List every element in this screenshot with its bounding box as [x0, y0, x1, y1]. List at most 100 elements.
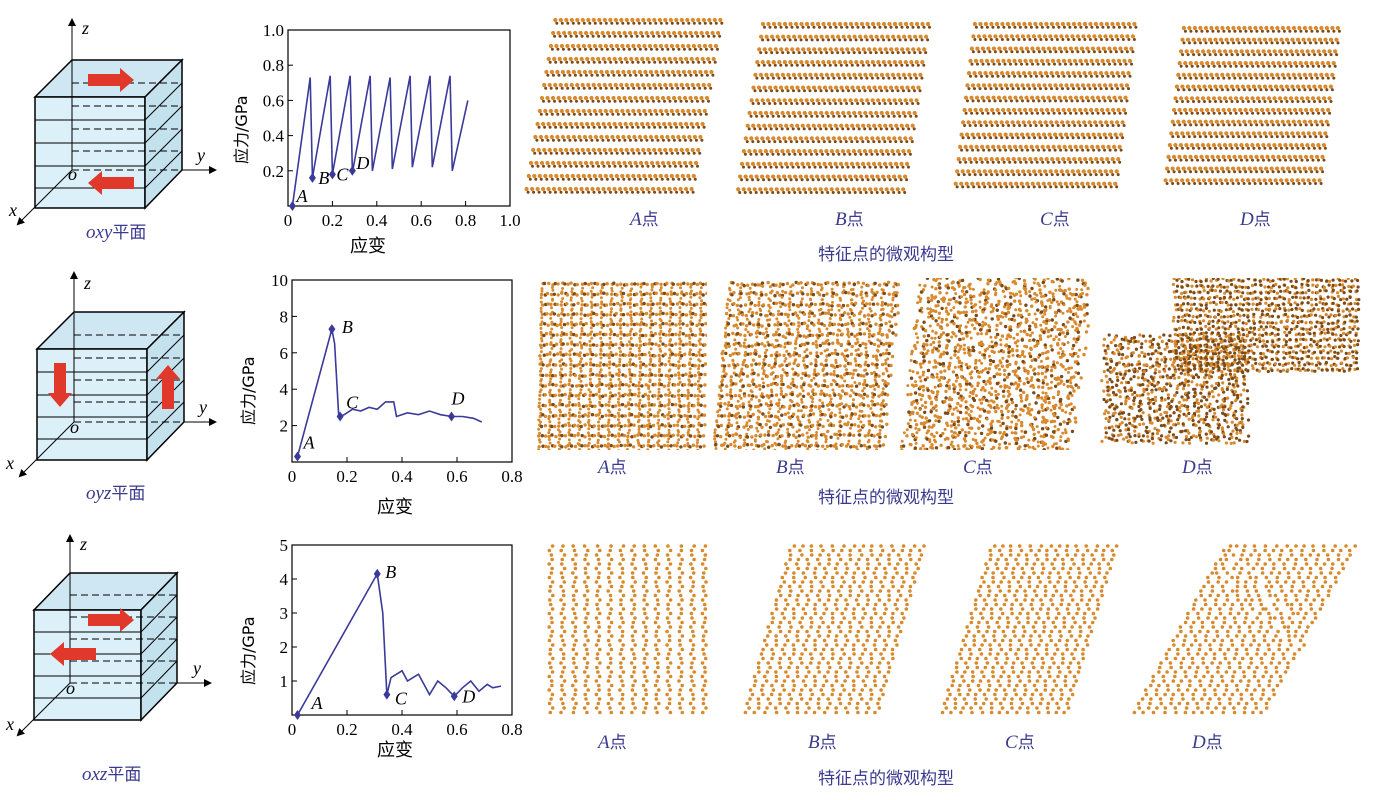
plot-frame — [291, 279, 513, 463]
cube-diagram-oxz: z y x o oxz平面 — [0, 530, 230, 795]
y-tick-label: 4 — [280, 570, 289, 589]
row-oxy: z y x o oxy平面 0 0.2 0.4 0.6 0.8 1.0 0.2 0.4 0.6 0… — [0, 0, 1375, 265]
plane-label-oyz: oyz平面 — [86, 483, 146, 504]
point-label-D: D — [461, 686, 475, 706]
panel-label-C: C点 — [963, 457, 993, 478]
y-tick-label: 10 — [271, 271, 288, 290]
micro-panel-B — [710, 280, 900, 450]
axis-x-label: x — [9, 200, 17, 220]
axis-z-label: z — [82, 18, 90, 38]
atom-cloud — [1100, 278, 1361, 445]
point-marker-D — [450, 691, 458, 702]
atom-cloud — [524, 17, 724, 194]
atom-cloud — [900, 278, 1090, 450]
x-tick-label: 0.2 — [336, 467, 357, 486]
stress-strain-chart-oxy: 0 0.2 0.4 0.6 0.8 1.0 0.2 0.4 0.6 0.8 1.0 A B C D 应力/G… — [225, 0, 525, 265]
x-tick-label: 0.4 — [391, 720, 413, 739]
point-marker-A — [294, 451, 301, 462]
y-tick-label: 5 — [280, 536, 289, 555]
panel-label-B: B点 — [808, 732, 837, 753]
atom-cloud — [1163, 25, 1341, 185]
point-label-C: C — [346, 393, 359, 413]
micro-caption: 特征点的微观构型 — [818, 488, 954, 508]
x-tick-label: 0.8 — [501, 720, 522, 739]
row-oyz: z y x o oyz平面 0 0.2 0.4 0.6 0.8 2 4 6 8 10 A B C D 应力… — [0, 265, 1375, 530]
axis-z-label: z — [84, 273, 92, 293]
point-label-C: C — [395, 689, 408, 709]
x-tick-label: 0.6 — [446, 720, 467, 739]
y-tick-label: 4 — [280, 380, 289, 399]
y-tick-label: 0.4 — [263, 127, 285, 146]
x-tick-label: 1.0 — [499, 211, 520, 230]
axis-y-label: y — [197, 145, 205, 165]
axis-x-label: x — [6, 714, 14, 734]
y-tick-label: 8 — [280, 307, 289, 326]
x-axis-label: 应变 — [377, 740, 413, 761]
atom-cloud — [1132, 544, 1357, 715]
panel-label-B: B点 — [776, 457, 805, 478]
cube-svg — [18, 271, 217, 478]
point-marker-C — [383, 689, 391, 700]
x-tick-label: 0 — [288, 467, 297, 486]
x-tick-label: 0.6 — [411, 211, 432, 230]
panel-label-A: A点 — [598, 732, 627, 753]
panel-label-C: C点 — [1040, 209, 1070, 230]
cube-diagram-oyz: z y x o oyz平面 — [0, 265, 230, 530]
axis-x-label: x — [6, 453, 14, 473]
y-tick-label: 0.8 — [263, 56, 284, 75]
atom-cloud — [736, 21, 931, 194]
micro-caption: 特征点的微观构型 — [818, 769, 954, 789]
micro-panel-D — [1160, 22, 1345, 194]
panel-label-D: D点 — [1192, 732, 1223, 753]
x-axis-label: 应变 — [350, 236, 386, 257]
point-label-B: B — [385, 562, 396, 582]
axis-z-label: z — [80, 534, 88, 554]
cube-diagram-oxy: z y x o oxy平面 — [0, 0, 230, 265]
panel-label-D: D点 — [1240, 209, 1271, 230]
micro-panel-C — [935, 542, 1130, 720]
atom-cloud — [713, 280, 900, 450]
micro-panel-B — [732, 18, 937, 204]
point-marker-B — [328, 324, 336, 335]
atom-cloud — [537, 281, 707, 450]
atom-cloud — [940, 544, 1119, 715]
y-axis-label: 应力/GPa — [232, 95, 251, 164]
plane-label-oxy: oxy平面 — [86, 222, 147, 243]
x-tick-label: 0.4 — [391, 467, 413, 486]
point-label-D: D — [451, 389, 465, 409]
panel-label-C: C点 — [1005, 732, 1035, 753]
point-marker-A — [294, 710, 301, 720]
cube-svg — [16, 18, 217, 226]
origin-label: o — [66, 678, 75, 698]
panel-label-A: A点 — [598, 457, 627, 478]
micro-panel-D — [1125, 542, 1370, 720]
atom-cloud — [547, 544, 708, 715]
axis-y-label: y — [199, 397, 207, 417]
atom-cloud — [743, 544, 926, 715]
stress-strain-series — [296, 571, 502, 716]
panel-label-A: A点 — [630, 209, 659, 230]
y-tick-label: 6 — [280, 344, 289, 363]
y-tick-label: 0.6 — [263, 91, 284, 110]
point-marker-D — [448, 411, 455, 422]
point-label-B: B — [318, 168, 329, 188]
micro-panel-D — [1095, 278, 1367, 450]
row-oxz: z y x o oxz平面 0 0.2 0.4 0.6 0.8 1 2 3 4 5 A B C D 应力/… — [0, 530, 1375, 795]
point-marker-A — [288, 201, 296, 211]
point-label-A: A — [311, 693, 324, 713]
x-tick-label: 0.8 — [455, 211, 476, 230]
x-tick-label: 0.8 — [501, 467, 522, 486]
plot-frame — [287, 29, 511, 207]
y-tick-label: 2 — [280, 417, 289, 436]
chart-svg: 0 0.2 0.4 0.6 0.8 1.0 0.2 0.4 0.6 0.8 1.0 AB CD — [263, 21, 521, 230]
origin-label: o — [68, 164, 77, 184]
point-label-D: D — [355, 153, 369, 173]
chart-svg: 0 0.2 0.4 0.6 0.8 1 2 3 4 5 A B C D — [280, 536, 523, 739]
x-tick-label: 0.6 — [446, 467, 467, 486]
plane-label-oxz: oxz平面 — [82, 764, 142, 785]
micro-caption: 特征点的微观构型 — [818, 245, 954, 265]
point-marker-B — [373, 568, 381, 579]
chart-svg: 0 0.2 0.4 0.6 0.8 2 4 6 8 10 A B C D — [271, 271, 523, 486]
y-axis-label: 应力/GPa — [239, 616, 258, 685]
micro-panel-C — [950, 18, 1145, 198]
